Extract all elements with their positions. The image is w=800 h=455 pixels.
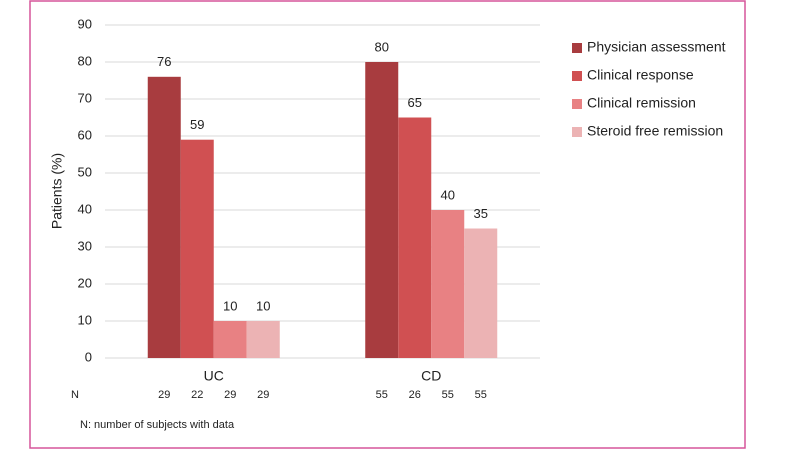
legend-swatch (572, 99, 582, 109)
value-label: 10 (256, 298, 270, 313)
n-value: 29 (158, 389, 170, 401)
n-value: 55 (475, 389, 487, 401)
bar (213, 321, 247, 358)
y-tick-label: 80 (78, 53, 92, 68)
y-tick-label: 20 (78, 275, 92, 290)
legend-label: Physician assessment (587, 39, 726, 55)
bar (365, 62, 399, 358)
bar (464, 228, 498, 358)
legend-swatch (572, 43, 582, 53)
value-label: 35 (474, 206, 488, 221)
n-label: N (71, 389, 79, 401)
y-tick-label: 0 (85, 349, 92, 364)
bar (180, 139, 214, 358)
value-label: 80 (375, 39, 389, 54)
x-tick-label: UC (204, 368, 224, 384)
y-axis-label: Patients (%) (49, 153, 65, 229)
y-tick-label: 60 (78, 127, 92, 142)
bar (147, 76, 181, 359)
bar (246, 321, 280, 358)
legend-swatch (572, 71, 582, 81)
legend-label: Clinical remission (587, 95, 696, 111)
y-tick-label: 90 (78, 16, 92, 31)
y-tick-label: 30 (78, 238, 92, 253)
legend-swatch (572, 127, 582, 137)
y-tick-label: 10 (78, 312, 92, 327)
bar (398, 117, 432, 358)
n-value: 55 (376, 389, 388, 401)
n-value: 55 (442, 389, 454, 401)
legend-label: Clinical response (587, 67, 694, 83)
n-value: 29 (257, 389, 269, 401)
frame (29, 0, 746, 449)
value-label: 59 (190, 117, 204, 132)
footnote: N: number of subjects with data (80, 419, 235, 431)
value-label: 76 (157, 54, 171, 69)
value-label: 40 (441, 187, 455, 202)
n-value: 29 (224, 389, 236, 401)
legend-label: Steroid free remission (587, 123, 723, 139)
y-tick-label: 70 (78, 90, 92, 105)
value-label: 10 (223, 298, 237, 313)
n-value: 26 (409, 389, 421, 401)
x-tick-label: CD (421, 368, 441, 384)
y-tick-label: 40 (78, 201, 92, 216)
value-label: 65 (408, 95, 422, 110)
y-tick-label: 50 (78, 164, 92, 179)
n-value: 22 (191, 389, 203, 401)
bar (431, 210, 465, 358)
